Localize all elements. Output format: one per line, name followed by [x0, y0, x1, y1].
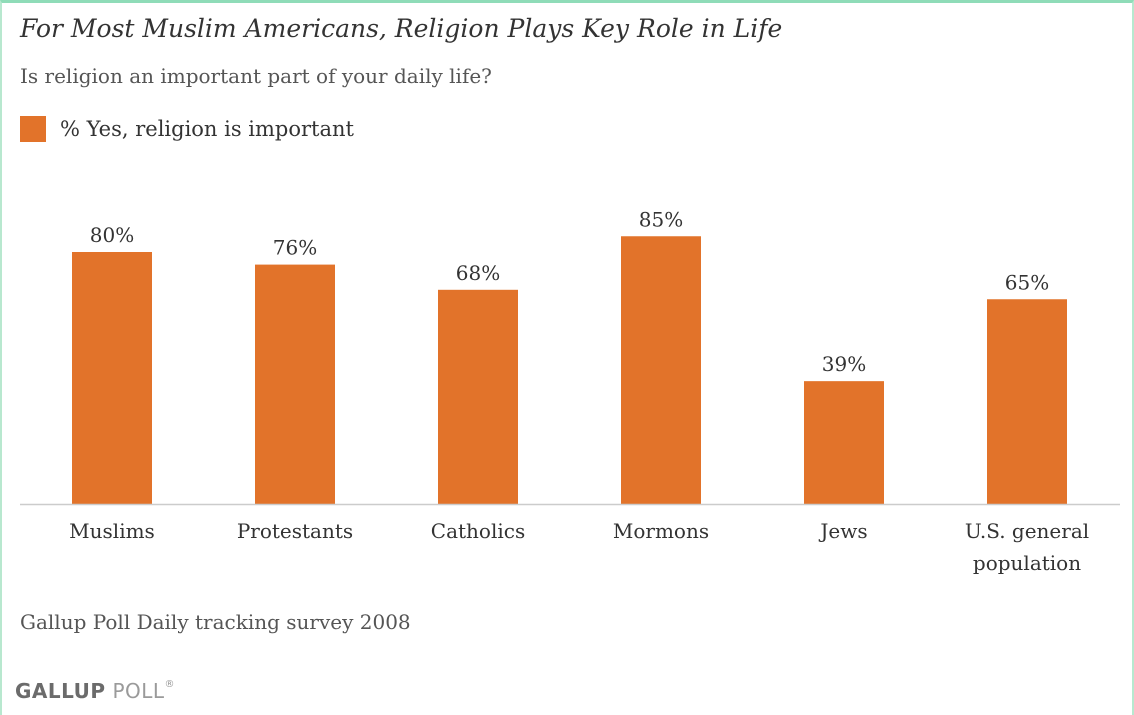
chart-subtitle: Is religion an important part of your da… — [20, 64, 492, 88]
value-label-1: 76% — [273, 236, 317, 260]
category-label-1: Protestants — [237, 519, 353, 543]
bar-2 — [438, 289, 518, 504]
value-label-4: 39% — [822, 352, 866, 376]
bar-5 — [987, 299, 1067, 504]
category-label-3: Mormons — [613, 519, 709, 543]
bar-3 — [621, 236, 701, 504]
chart-title: For Most Muslim Americans, Religion Play… — [20, 14, 783, 43]
bar-chart: 80% Muslims 76% Protestants 68% Catholics 85% M… — [20, 207, 1120, 575]
legend-label: % Yes, religion is important — [60, 117, 354, 141]
logo-main: GALLUP — [15, 679, 106, 703]
category-label-5: U.S. general population — [965, 519, 1089, 575]
value-label-0: 80% — [90, 223, 134, 247]
value-label-2: 68% — [456, 261, 500, 285]
bar-1 — [255, 264, 335, 504]
legend-swatch — [20, 116, 46, 142]
legend: % Yes, religion is important — [20, 116, 354, 142]
value-label-5: 65% — [1005, 270, 1049, 294]
gallup-poll-logo: GALLUP POLL® — [15, 679, 175, 703]
logo-secondary: POLL — [112, 679, 165, 703]
category-label-0: Muslims — [69, 519, 155, 543]
category-label-4: Jews — [818, 519, 867, 543]
source-note: Gallup Poll Daily tracking survey 2008 — [20, 610, 411, 634]
bar-4 — [804, 381, 884, 504]
category-label-2: Catholics — [431, 519, 525, 543]
logo-mark: ® — [164, 679, 176, 690]
value-label-3: 85% — [639, 207, 683, 231]
bar-0 — [72, 252, 152, 504]
